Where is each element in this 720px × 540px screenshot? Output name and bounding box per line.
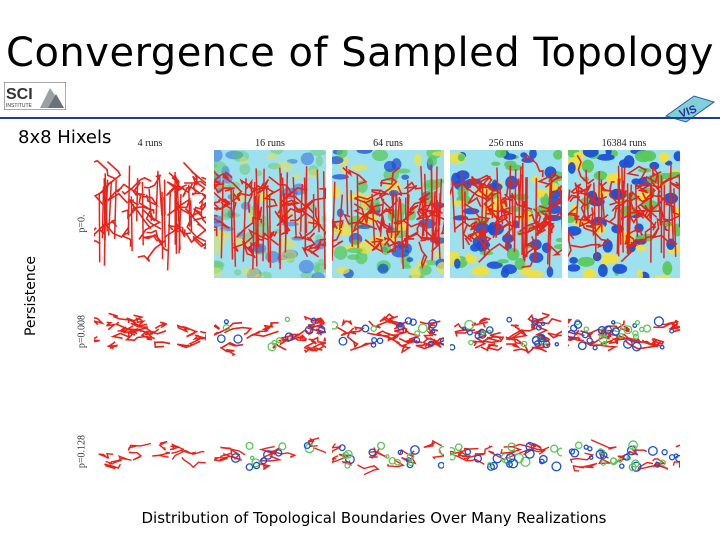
slide-title: Convergence of Sampled Topology	[6, 30, 714, 76]
sample-image	[332, 150, 444, 278]
sample-image	[450, 312, 562, 354]
vis-conference-logo: VIS	[664, 95, 716, 123]
row-label: p=0.008	[76, 314, 88, 349]
y-axis-label: Persistence	[23, 255, 39, 337]
sample-image	[214, 315, 326, 357]
sample-image	[94, 150, 206, 278]
sample-image	[214, 150, 326, 278]
svg-text:VIS: VIS	[678, 103, 699, 120]
column-label: 16 runs	[255, 138, 285, 149]
sample-image	[568, 150, 680, 278]
row-label: p=0.	[76, 214, 88, 233]
sample-image	[214, 437, 326, 471]
sample-image	[94, 312, 206, 350]
svg-text:SCI: SCI	[6, 86, 33, 103]
column-label: 16384 runs	[601, 138, 647, 149]
sample-image	[450, 150, 562, 278]
svg-text:INSTITUTE: INSTITUTE	[6, 103, 32, 109]
row-label: p=0.128	[76, 434, 88, 469]
sample-image	[332, 313, 444, 354]
title-rule	[0, 117, 720, 119]
sci-institute-logo: SCI INSTITUTE	[4, 82, 66, 110]
column-label: 256 runs	[488, 138, 524, 149]
sample-image	[568, 439, 680, 472]
sample-image	[450, 441, 562, 472]
sample-image	[568, 316, 680, 352]
column-label: 64 runs	[373, 138, 403, 149]
column-label: 4 runs	[137, 138, 163, 149]
figure-caption: Distribution of Topological Boundaries O…	[141, 509, 607, 527]
sample-image	[332, 439, 444, 476]
grid-label: 8x8 Hixels	[18, 127, 112, 148]
sample-image	[98, 440, 206, 470]
